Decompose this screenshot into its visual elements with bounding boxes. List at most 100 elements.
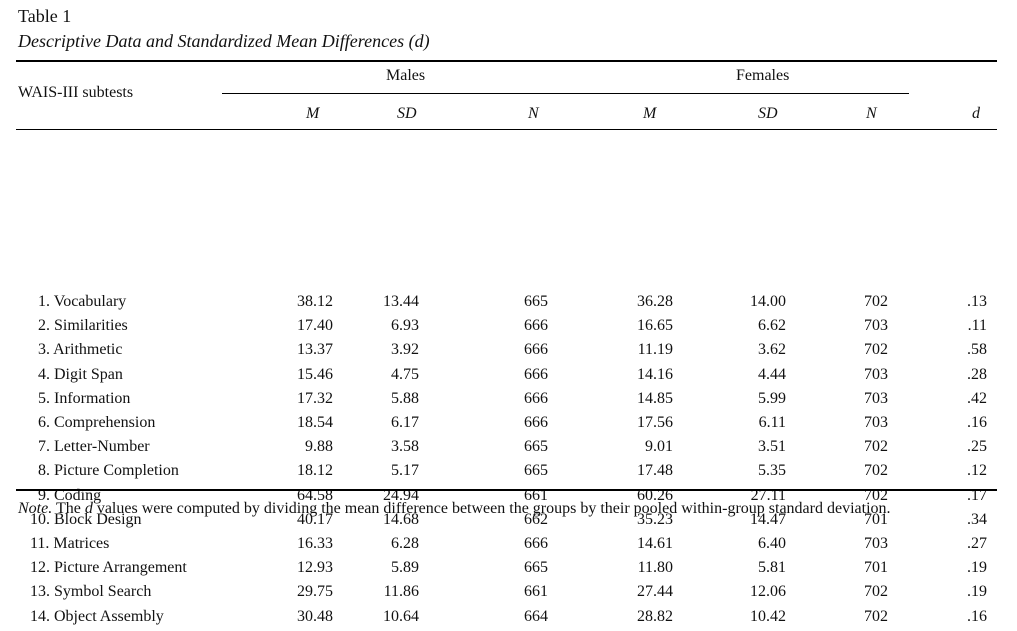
- cell-male-n: 665: [524, 293, 548, 310]
- note-text-1: The: [55, 500, 81, 517]
- cell-male-mean: 40.17: [297, 510, 333, 528]
- cell-male-sd: 3.92: [391, 341, 419, 359]
- cell-d-value: .28: [967, 365, 987, 383]
- cell-d-value: .16: [967, 414, 987, 431]
- cell-female-sd: 3.62: [758, 341, 786, 359]
- cell-male-n: 666: [524, 414, 548, 431]
- cell-subtest: 8. Picture Completion: [38, 462, 179, 480]
- cell-female-sd: 6.11: [758, 414, 786, 431]
- cell-female-n: 702: [864, 293, 888, 310]
- cell-male-mean: 38.12: [297, 293, 333, 310]
- stub-header: WAIS-III subtests: [18, 84, 134, 101]
- cell-subtest: 9. Coding: [38, 486, 102, 504]
- table-subtitle: Descriptive Data and Standardized Mean D…: [18, 31, 430, 51]
- cell-male-n: 665: [524, 438, 548, 456]
- cell-male-n: 666: [524, 389, 548, 407]
- cell-female-mean: 36.28: [637, 293, 673, 310]
- cell-male-mean: 18.54: [297, 414, 333, 431]
- cell-subtest: 7. Letter-Number: [38, 438, 150, 456]
- cell-male-n: 665: [524, 462, 548, 480]
- cell-subtest: 4. Digit Span: [38, 365, 123, 383]
- cell-female-n: 702: [864, 462, 888, 480]
- cell-male-sd: 24.94: [383, 486, 419, 504]
- cell-female-sd: 4.44: [758, 365, 786, 383]
- cell-female-n: 703: [864, 365, 888, 383]
- cell-subtest: 3. Arithmetic: [38, 341, 123, 359]
- cell-male-sd: 5.17: [391, 462, 419, 480]
- group-header-males: Males: [386, 67, 426, 84]
- top-rule: [16, 60, 997, 62]
- cell-male-mean: 18.12: [297, 462, 333, 480]
- cell-d-value: .16: [967, 607, 987, 625]
- cell-female-mean: 9.01: [645, 438, 673, 456]
- cell-subtest: 2. Similarities: [38, 317, 128, 335]
- cell-male-n: 661: [524, 486, 548, 504]
- cell-male-n: 666: [524, 317, 548, 335]
- cell-female-n: 703: [864, 414, 888, 431]
- cell-female-sd: 5.99: [758, 389, 786, 407]
- cell-female-n: 702: [864, 486, 888, 504]
- cell-d-value: .42: [967, 389, 987, 407]
- cell-female-mean: 17.56: [637, 414, 673, 431]
- cell-female-mean: 35.23: [637, 510, 673, 528]
- cell-male-mean: 17.40: [297, 317, 333, 335]
- cell-female-mean: 14.85: [637, 389, 673, 407]
- cell-male-mean: 15.46: [297, 365, 333, 383]
- note-d: d: [84, 500, 93, 517]
- cell-subtest: 1. Vocabulary: [38, 293, 127, 310]
- cell-subtest: 6. Comprehension: [38, 414, 156, 431]
- cell-female-mean: 16.65: [637, 317, 673, 335]
- col-header-m-males: M: [306, 105, 320, 122]
- cell-male-mean: 9.88: [305, 438, 333, 456]
- cell-male-n: 666: [524, 365, 548, 383]
- note-label: Note.: [18, 500, 53, 517]
- cell-male-mean: 13.37: [297, 341, 333, 359]
- col-header-d: d: [972, 105, 980, 122]
- cell-d-value: .13: [967, 293, 987, 310]
- cell-d-value: .12: [967, 462, 987, 480]
- cell-male-sd: 13.44: [383, 293, 419, 310]
- cell-female-mean: 14.16: [637, 365, 673, 383]
- col-header-n-females: N: [866, 105, 877, 122]
- cell-female-sd: 14.00: [750, 293, 786, 310]
- cell-male-sd: 6.93: [391, 317, 419, 335]
- bottom-rule: [16, 489, 997, 491]
- cell-d-value: .34: [967, 510, 987, 528]
- cell-female-sd: 5.35: [758, 462, 786, 480]
- cell-male-mean: 64.58: [297, 486, 333, 504]
- cell-subtest: 10. Block Design: [30, 510, 142, 528]
- cell-d-value: .27: [967, 535, 987, 552]
- cell-d-value: .19: [967, 583, 987, 601]
- table-title: Table 1: [18, 6, 72, 26]
- males-spanner-rule: [222, 93, 615, 94]
- cell-female-mean: 17.48: [637, 462, 673, 480]
- cell-d-value: .11: [967, 317, 987, 335]
- col-header-n-males: N: [528, 105, 539, 122]
- cell-male-sd: 3.58: [391, 438, 419, 456]
- cell-female-n: 702: [864, 438, 888, 456]
- females-spanner-rule: [615, 93, 909, 94]
- col-header-sd-males: SD: [397, 105, 417, 122]
- cell-male-n: 662: [524, 510, 548, 528]
- cell-male-sd: 6.17: [391, 414, 419, 431]
- cell-female-n: 703: [864, 317, 888, 335]
- cell-d-value: .19: [967, 559, 987, 577]
- cell-female-sd: 6.62: [758, 317, 786, 335]
- cell-male-n: 666: [524, 341, 548, 359]
- cell-female-n: 702: [864, 341, 888, 359]
- cell-male-sd: 5.88: [391, 389, 419, 407]
- cell-female-mean: 60.26: [637, 486, 673, 504]
- cell-male-mean: 17.32: [297, 389, 333, 407]
- cell-d-value: .17: [967, 486, 987, 504]
- cell-female-sd: 27.11: [750, 486, 786, 504]
- col-header-sd-females: SD: [758, 105, 778, 122]
- cell-d-value: .25: [967, 438, 987, 456]
- header-rule: [16, 129, 997, 130]
- cell-male-sd: 4.75: [391, 365, 419, 383]
- note-text-2: values were computed by dividing the mea…: [96, 500, 891, 517]
- cell-female-sd: 14.47: [750, 510, 786, 528]
- table-note: Note. The d values were computed by divi…: [18, 500, 891, 518]
- cell-female-n: 703: [864, 389, 888, 407]
- group-header-females: Females: [736, 67, 790, 84]
- cell-subtest: 5. Information: [38, 389, 131, 407]
